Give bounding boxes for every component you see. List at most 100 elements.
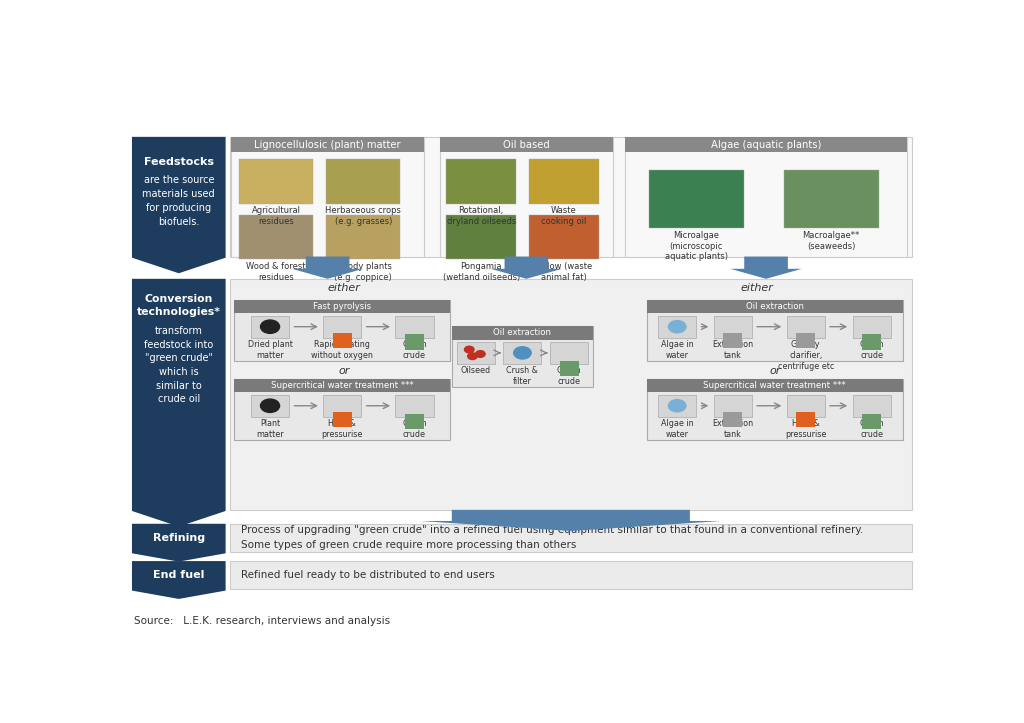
Text: either: either [328, 283, 360, 294]
Text: Green
crude: Green crude [402, 419, 427, 439]
Text: Oil extraction: Oil extraction [745, 302, 804, 311]
Circle shape [669, 320, 686, 333]
Bar [647, 379, 902, 440]
Text: Woody plants
(e.g. coppice): Woody plants (e.g. coppice) [335, 262, 392, 282]
Bar [452, 326, 593, 388]
Circle shape [260, 399, 280, 412]
Text: Supercritical water treatment ***: Supercritical water treatment *** [703, 381, 846, 390]
Circle shape [475, 351, 485, 357]
Text: Tallow (waste
animal fat): Tallow (waste animal fat) [536, 262, 592, 282]
Bar [229, 137, 912, 257]
Bar [234, 300, 451, 362]
Bar [251, 315, 289, 338]
Bar [862, 335, 881, 350]
Bar [446, 215, 516, 260]
Bar [714, 395, 752, 417]
Text: Green
crude: Green crude [859, 340, 884, 360]
Text: Oilseed: Oilseed [461, 367, 490, 375]
Polygon shape [730, 257, 802, 279]
Bar [440, 137, 613, 153]
Bar [231, 137, 424, 257]
Bar [862, 414, 881, 429]
Text: Supercritical water treatment ***: Supercritical water treatment *** [271, 381, 414, 390]
Bar [229, 523, 912, 552]
Bar [528, 159, 599, 204]
Text: Refined fuel ready to be distributed to end users: Refined fuel ready to be distributed to … [242, 570, 496, 580]
Bar [229, 279, 912, 510]
Bar [786, 395, 824, 417]
Polygon shape [132, 523, 225, 562]
Bar [648, 170, 743, 228]
Text: Crush &
filter: Crush & filter [507, 367, 539, 386]
Bar [333, 412, 352, 427]
Bar [550, 342, 588, 364]
Bar [234, 379, 451, 440]
Bar [404, 335, 424, 350]
Bar [327, 215, 400, 260]
Text: Fast pyrolysis: Fast pyrolysis [313, 302, 372, 311]
Bar [446, 159, 516, 204]
Bar [234, 379, 451, 393]
Bar [658, 395, 696, 417]
Text: Refining: Refining [153, 533, 205, 543]
Text: Oil based: Oil based [503, 140, 550, 150]
Bar [853, 315, 891, 338]
Text: Gravity
clarifier,
centrifuge etc: Gravity clarifier, centrifuge etc [777, 340, 834, 371]
Bar [560, 361, 579, 376]
Bar [658, 315, 696, 338]
Text: are the source
materials used
for producing
biofuels.: are the source materials used for produc… [142, 175, 215, 227]
Text: Dried plant
matter: Dried plant matter [248, 340, 293, 360]
Bar [440, 137, 613, 257]
Bar [714, 315, 752, 338]
Text: Algae in
water: Algae in water [660, 340, 693, 360]
Text: Pongamia
(wetland oilseeds): Pongamia (wetland oilseeds) [442, 262, 520, 282]
Text: Lignocellulosic (plant) matter: Lignocellulosic (plant) matter [254, 140, 401, 150]
Polygon shape [132, 279, 225, 526]
Text: Process of upgrading "green crude" into a refined fuel using equipment similar t: Process of upgrading "green crude" into … [242, 526, 864, 550]
Bar [234, 300, 451, 313]
Bar [404, 414, 424, 429]
Bar [324, 315, 361, 338]
Bar [395, 395, 433, 417]
Text: Waste
cooking oil: Waste cooking oil [541, 207, 587, 226]
Bar [625, 137, 907, 257]
Text: Feedstocks: Feedstocks [143, 157, 214, 167]
Text: Algae (aquatic plants): Algae (aquatic plants) [711, 140, 821, 150]
Bar [324, 395, 361, 417]
Polygon shape [420, 510, 722, 531]
Bar [625, 137, 907, 153]
Text: Conversion
technologies*: Conversion technologies* [137, 294, 221, 317]
Bar [786, 315, 824, 338]
Bar [504, 342, 542, 364]
Text: Extraction
tank: Extraction tank [712, 340, 754, 360]
Text: Extraction
tank: Extraction tank [712, 419, 754, 439]
Text: transform
feedstock into
"green crude"
which is
similar to
crude oil: transform feedstock into "green crude" w… [144, 326, 213, 404]
Circle shape [514, 347, 531, 359]
Bar [327, 159, 400, 204]
Bar [797, 333, 815, 348]
Bar [251, 395, 289, 417]
Circle shape [468, 353, 477, 359]
Text: Rotational,
dryland oilseeds: Rotational, dryland oilseeds [446, 207, 516, 226]
Text: Macroalgae**
(seaweeds): Macroalgae** (seaweeds) [803, 231, 860, 251]
Text: Heat &
pressurise: Heat & pressurise [785, 419, 826, 439]
Text: Plant
matter: Plant matter [256, 419, 284, 439]
Bar [723, 412, 742, 427]
Bar [452, 326, 593, 340]
Bar [853, 395, 891, 417]
Polygon shape [490, 257, 562, 279]
Bar [528, 215, 599, 260]
Text: Agricultural
residues: Agricultural residues [252, 207, 300, 226]
Text: Wood & forest
residues: Wood & forest residues [246, 262, 306, 282]
Bar [457, 342, 495, 364]
Text: Algae in
water: Algae in water [660, 419, 693, 439]
Bar [229, 561, 912, 589]
Text: Green
crude: Green crude [859, 419, 884, 439]
Circle shape [465, 346, 474, 353]
Bar [647, 300, 902, 362]
Bar [723, 333, 742, 348]
Text: Source:   L.E.K. research, interviews and analysis: Source: L.E.K. research, interviews and … [134, 616, 390, 626]
Text: or: or [769, 366, 780, 376]
Text: or: or [338, 366, 349, 376]
Bar [647, 379, 902, 393]
